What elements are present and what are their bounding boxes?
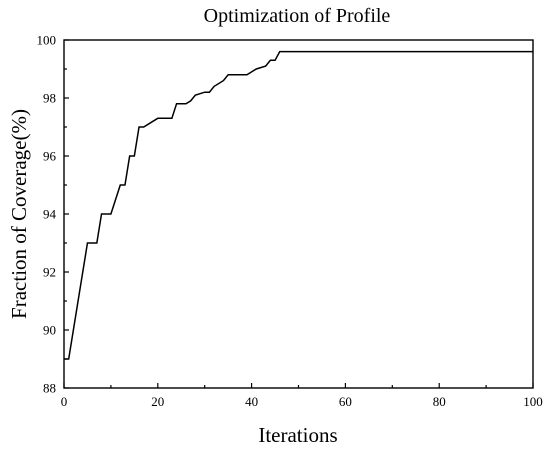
y-tick-label: 92 [43,265,56,280]
y-tick-label: 98 [43,91,56,106]
plot-frame [63,39,534,389]
x-tick-label: 40 [245,394,258,409]
x-axis-label: Iterations [258,423,337,447]
x-tick-label: 0 [61,394,68,409]
coverage-line [64,50,533,360]
y-tick-label: 94 [43,207,57,222]
chart-title: Optimization of Profile [204,5,391,27]
tick-layer: 0 20 40 60 80 100 88 90 92 94 96 98 100 [37,33,543,410]
x-tick-label: 80 [433,394,446,409]
x-tick-label: 60 [339,394,352,409]
y-tick-label: 96 [43,149,57,164]
y-tick-label: 100 [37,33,57,48]
x-tick-label: 100 [523,394,543,409]
y-tick-label: 90 [43,323,56,338]
series-layer [64,50,533,360]
x-tick-label: 20 [151,394,164,409]
y-tick-label: 88 [43,381,56,396]
y-axis-label: Fraction of Coverage(%) [7,109,31,319]
